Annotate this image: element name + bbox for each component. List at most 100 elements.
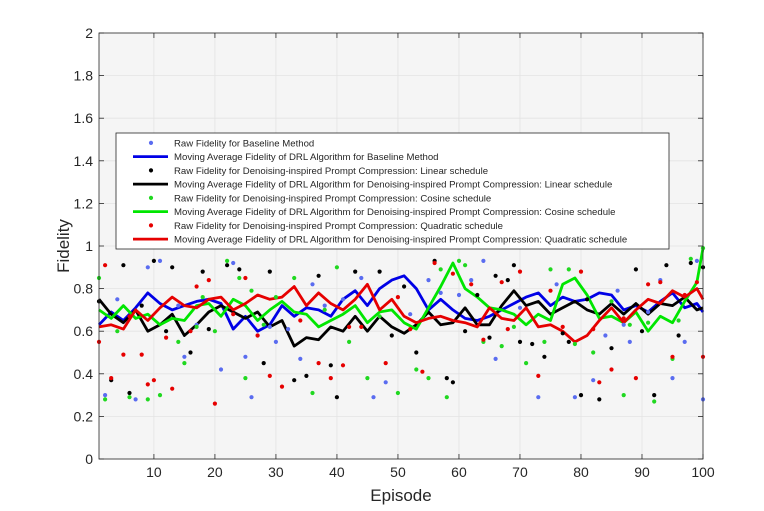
- x-tick-label: 100: [691, 464, 715, 480]
- y-tick-label: 0.6: [74, 323, 94, 339]
- legend-entry-label: Raw Fidelity for Denoising-inspired Prom…: [174, 221, 503, 232]
- x-axis-label: Episode: [370, 486, 431, 505]
- data-point: [505, 327, 510, 332]
- data-point: [609, 299, 614, 304]
- data-point: [103, 397, 108, 402]
- data-point: [524, 361, 529, 366]
- data-point: [218, 367, 224, 372]
- data-point: [298, 318, 303, 323]
- data-point: [560, 324, 565, 329]
- data-point: [188, 329, 193, 334]
- data-point: [310, 390, 315, 396]
- data-point: [121, 263, 126, 268]
- data-point: [279, 384, 285, 389]
- data-point: [225, 263, 230, 268]
- x-tick-label: 80: [573, 464, 589, 480]
- data-point: [328, 376, 333, 381]
- data-point: [286, 327, 291, 332]
- data-point: [578, 393, 584, 398]
- data-point: [639, 329, 645, 334]
- data-point: [249, 288, 254, 293]
- data-point: [145, 382, 150, 387]
- data-point: [347, 339, 352, 344]
- data-point: [444, 376, 449, 381]
- data-point: [469, 282, 474, 287]
- data-point: [603, 333, 608, 338]
- data-point: [408, 312, 413, 317]
- x-tick-label: 10: [146, 464, 162, 480]
- y-tick-label: 0.8: [74, 281, 94, 297]
- data-point: [237, 267, 242, 272]
- data-point: [597, 397, 602, 402]
- data-point: [328, 363, 333, 368]
- data-point: [322, 307, 327, 312]
- data-point: [517, 339, 523, 344]
- data-point: [340, 363, 346, 368]
- data-point: [237, 275, 242, 281]
- data-point: [609, 367, 614, 372]
- data-point: [609, 346, 614, 351]
- data-point: [408, 327, 413, 332]
- data-point: [542, 339, 547, 344]
- data-point: [267, 373, 272, 378]
- data-point: [127, 314, 132, 319]
- data-point: [243, 354, 248, 359]
- data-point: [420, 369, 425, 374]
- data-point: [572, 341, 578, 347]
- data-point: [304, 373, 309, 378]
- data-point: [121, 352, 126, 357]
- x-tick-label: 90: [634, 464, 650, 480]
- data-point: [273, 295, 278, 300]
- data-point: [310, 282, 315, 287]
- data-point: [450, 380, 455, 385]
- data-point: [621, 316, 626, 321]
- data-point: [493, 356, 498, 361]
- data-point: [499, 344, 504, 349]
- data-point: [463, 329, 468, 334]
- data-point: [176, 303, 181, 308]
- data-point: [139, 352, 144, 357]
- data-point: [456, 258, 462, 263]
- series-line-3: [97, 289, 704, 348]
- data-point: [444, 395, 449, 400]
- legend-entry-label: Moving Average Fidelity of DRL Algorithm…: [174, 207, 616, 218]
- data-point: [231, 260, 236, 266]
- data-point: [670, 376, 675, 381]
- data-point: [170, 265, 175, 270]
- data-point: [255, 333, 260, 338]
- data-point: [572, 395, 578, 400]
- data-point: [206, 278, 211, 283]
- data-point: [505, 278, 510, 283]
- data-point: [688, 260, 693, 266]
- x-tick-label: 70: [512, 464, 528, 480]
- x-tick-label: 20: [207, 464, 223, 480]
- data-point: [176, 339, 181, 344]
- data-point: [621, 393, 626, 398]
- data-point: [377, 314, 382, 319]
- data-point: [530, 341, 535, 347]
- data-point: [340, 297, 346, 302]
- data-point: [578, 269, 584, 274]
- data-point: [511, 324, 516, 329]
- legend-entry-label: Moving Average Fidelity of DRL Algorithm…: [174, 152, 439, 163]
- legend-entry-label: Raw Fidelity for Denoising-inspired Prom…: [174, 193, 491, 204]
- data-point: [157, 393, 163, 398]
- series-line-7: [98, 282, 705, 344]
- data-point: [316, 273, 321, 278]
- y-tick-label: 0: [85, 451, 93, 467]
- data-point: [389, 333, 394, 338]
- data-point: [633, 267, 639, 272]
- data-point: [359, 324, 364, 329]
- x-tick-label: 40: [329, 464, 345, 480]
- data-point: [664, 263, 669, 268]
- data-point: [298, 356, 303, 361]
- data-point: [109, 376, 114, 381]
- y-tick-label: 1.4: [74, 153, 94, 169]
- legend: Raw Fidelity for Baseline Method Moving A…: [115, 132, 670, 250]
- data-point: [334, 395, 339, 400]
- data-point: [170, 386, 175, 391]
- y-tick-label: 0.4: [74, 366, 94, 382]
- data-point: [365, 376, 370, 381]
- data-point: [426, 278, 431, 283]
